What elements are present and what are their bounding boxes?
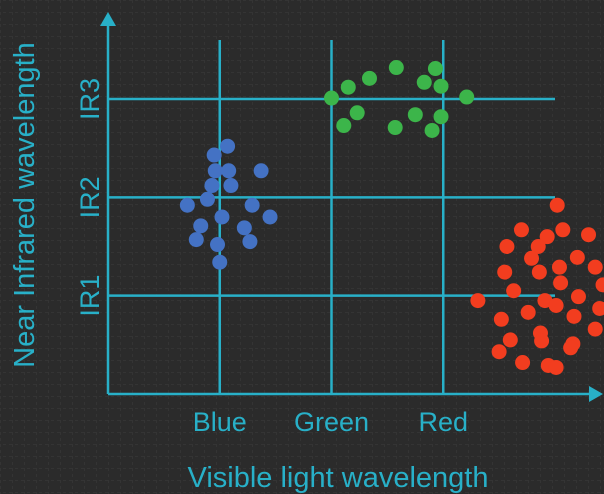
- data-point-3-6: [530, 239, 546, 254]
- axes: [100, 12, 603, 402]
- data-point-3-14: [553, 275, 569, 291]
- data-point-2-5: [340, 79, 356, 95]
- data-point-3-3: [555, 222, 571, 238]
- data-point-3-12: [531, 264, 547, 280]
- x-tick-labels: Blue Green Red: [193, 407, 468, 437]
- data-point-3-8: [569, 249, 585, 265]
- data-point-1-11: [214, 209, 230, 225]
- data-point-3-4: [581, 227, 597, 243]
- data-point-2-13: [387, 120, 403, 136]
- data-point-2-6: [433, 78, 449, 94]
- data-point-1-15: [188, 232, 204, 248]
- x-tick-label-blue: Blue: [193, 407, 247, 437]
- data-point-1-7: [223, 178, 239, 194]
- data-point-1-6: [204, 178, 220, 194]
- data-point-3-17: [470, 293, 486, 309]
- data-point-3-30: [563, 340, 579, 356]
- y-axis-arrow-icon: [100, 12, 116, 26]
- data-point-3-27: [502, 332, 518, 348]
- data-point-3-24: [493, 311, 509, 327]
- data-point-1-3: [207, 163, 223, 179]
- data-point-2-9: [349, 105, 365, 121]
- data-point-3-20: [548, 298, 564, 313]
- data-point-3-7: [499, 239, 515, 254]
- data-point-1-2: [206, 147, 222, 163]
- data-point-2-2: [427, 61, 443, 77]
- data-point-3-18: [537, 293, 553, 309]
- x-axis-arrow-icon: [589, 386, 603, 402]
- data-point-2-8: [324, 90, 339, 106]
- data-point-2-3: [361, 70, 377, 86]
- data-point-1-9: [179, 197, 195, 213]
- data-point-3-5: [539, 229, 555, 245]
- data-point-1-13: [193, 218, 209, 234]
- data-point-3-34: [548, 359, 564, 375]
- data-point-3-33: [515, 355, 531, 371]
- y-tick-labels: IR1 IR2 IR3: [75, 78, 105, 317]
- data-point-3-25: [587, 321, 603, 337]
- data-point-3-11: [587, 259, 603, 275]
- data-point-3-23: [566, 308, 582, 324]
- data-point-1-5: [253, 163, 269, 179]
- data-point-1-14: [236, 220, 252, 236]
- y-tick-label-ir2: IR2: [75, 176, 105, 218]
- data-point-1-4: [221, 163, 237, 179]
- data-point-3-16: [506, 283, 522, 299]
- x-tick-label-green: Green: [294, 407, 369, 437]
- data-point-3-10: [551, 259, 567, 275]
- y-tick-label-ir3: IR3: [75, 78, 105, 120]
- data-point-3-19: [570, 289, 586, 305]
- data-point-2-10: [407, 107, 423, 123]
- data-point-1-12: [262, 209, 278, 225]
- data-point-3-31: [491, 344, 507, 360]
- data-point-3-1: [549, 197, 565, 213]
- data-points: [179, 60, 604, 375]
- data-point-3-21: [592, 300, 604, 316]
- data-point-3-15: [595, 277, 604, 293]
- data-point-1-10: [244, 197, 260, 213]
- data-point-1-18: [212, 254, 228, 270]
- data-point-3-9: [524, 250, 540, 266]
- data-point-1-16: [210, 237, 226, 253]
- data-point-3-13: [497, 264, 513, 280]
- data-point-1-8: [199, 191, 215, 207]
- data-point-2-12: [336, 118, 352, 134]
- data-point-2-11: [433, 109, 449, 125]
- x-tick-label-red: Red: [418, 407, 468, 437]
- y-axis-title: Near Infrared wavelength: [9, 42, 41, 368]
- data-point-2-1: [388, 60, 404, 76]
- data-point-1-1: [220, 138, 236, 154]
- data-point-3-28: [534, 333, 550, 349]
- data-point-2-4: [416, 74, 432, 90]
- x-axis-title: Visible light wavelength: [188, 462, 489, 494]
- y-tick-label-ir1: IR1: [75, 275, 105, 317]
- data-point-3-22: [520, 304, 536, 320]
- data-point-3-2: [513, 222, 529, 238]
- data-point-2-14: [424, 122, 440, 138]
- data-point-1-17: [242, 234, 258, 250]
- data-point-2-7: [459, 89, 475, 105]
